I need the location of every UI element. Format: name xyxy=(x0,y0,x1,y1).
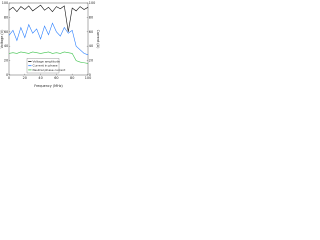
x-axis-label: Frequency (MHz) xyxy=(34,84,63,88)
x-tick-label: 40 xyxy=(38,76,42,80)
y-tick-label: 80 xyxy=(4,15,8,19)
series-line xyxy=(8,51,89,64)
y-tick-label: 40 xyxy=(4,44,8,48)
legend-box xyxy=(26,58,60,74)
y2-tick-label: 40 xyxy=(89,44,93,48)
y2-tick-label: 80 xyxy=(89,15,93,19)
chart: Frequency (MHz) Voltage (V) Current (A) … xyxy=(0,1,100,88)
y2-tick-label: 100 xyxy=(89,1,95,5)
y-tick-label: 100 xyxy=(2,1,8,5)
series-line xyxy=(8,22,89,56)
y2-axis-label: Current (A) xyxy=(96,30,100,49)
x-tick-label: 20 xyxy=(23,76,27,80)
y2-tick-label: 60 xyxy=(89,30,93,34)
x-tick-label: 100 xyxy=(85,76,91,80)
y2-tick-label: 20 xyxy=(89,59,93,63)
y-tick-label: 0 xyxy=(6,73,8,77)
y-tick-label: 60 xyxy=(4,30,8,34)
y-axis-label: Voltage (V) xyxy=(0,29,4,48)
x-tick-label: 60 xyxy=(54,76,58,80)
x-tick-label: 0 xyxy=(8,76,10,80)
series-line xyxy=(8,4,89,32)
y-tick-label: 20 xyxy=(4,59,8,63)
legend-label: Voltage amplitude xyxy=(33,60,61,64)
plot-frame xyxy=(8,2,89,76)
y2-tick-label: 0 xyxy=(89,73,91,77)
x-tick-label: 80 xyxy=(70,76,74,80)
legend-label: Current in phase xyxy=(33,64,58,68)
legend-label: Neutral phase current xyxy=(33,68,67,72)
